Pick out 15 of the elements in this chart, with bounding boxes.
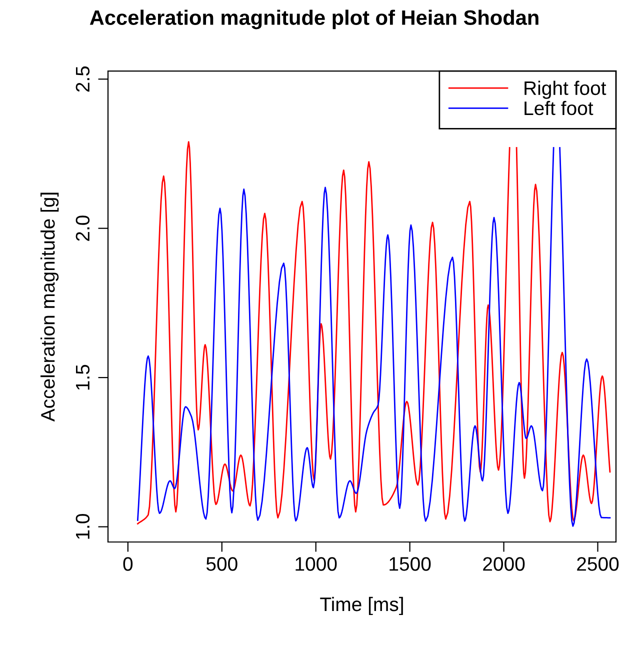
x-tick-label: 500 (206, 557, 238, 571)
y-axis-title: Acceleration magnitude [g] (40, 192, 59, 422)
x-tick-label: 0 (123, 557, 133, 571)
legend-label: Left foot (524, 100, 594, 116)
x-tick-label: 1000 (296, 557, 337, 571)
y-tick-label: 2.0 (76, 216, 90, 241)
x-axis-title: Time [ms] (320, 596, 403, 616)
y-tick-label: 2.5 (76, 66, 90, 92)
x-tick-label: 2000 (483, 557, 525, 571)
x-tick-label: 2500 (577, 557, 619, 571)
y-tick-label: 1.5 (76, 364, 90, 390)
x-tick-label: 1500 (390, 557, 431, 571)
chart-title: Acceleration magnitude plot of Heian Shodan (90, 10, 538, 30)
y-tick-label: 1.0 (76, 514, 90, 539)
legend-label: Right foot (524, 80, 606, 99)
